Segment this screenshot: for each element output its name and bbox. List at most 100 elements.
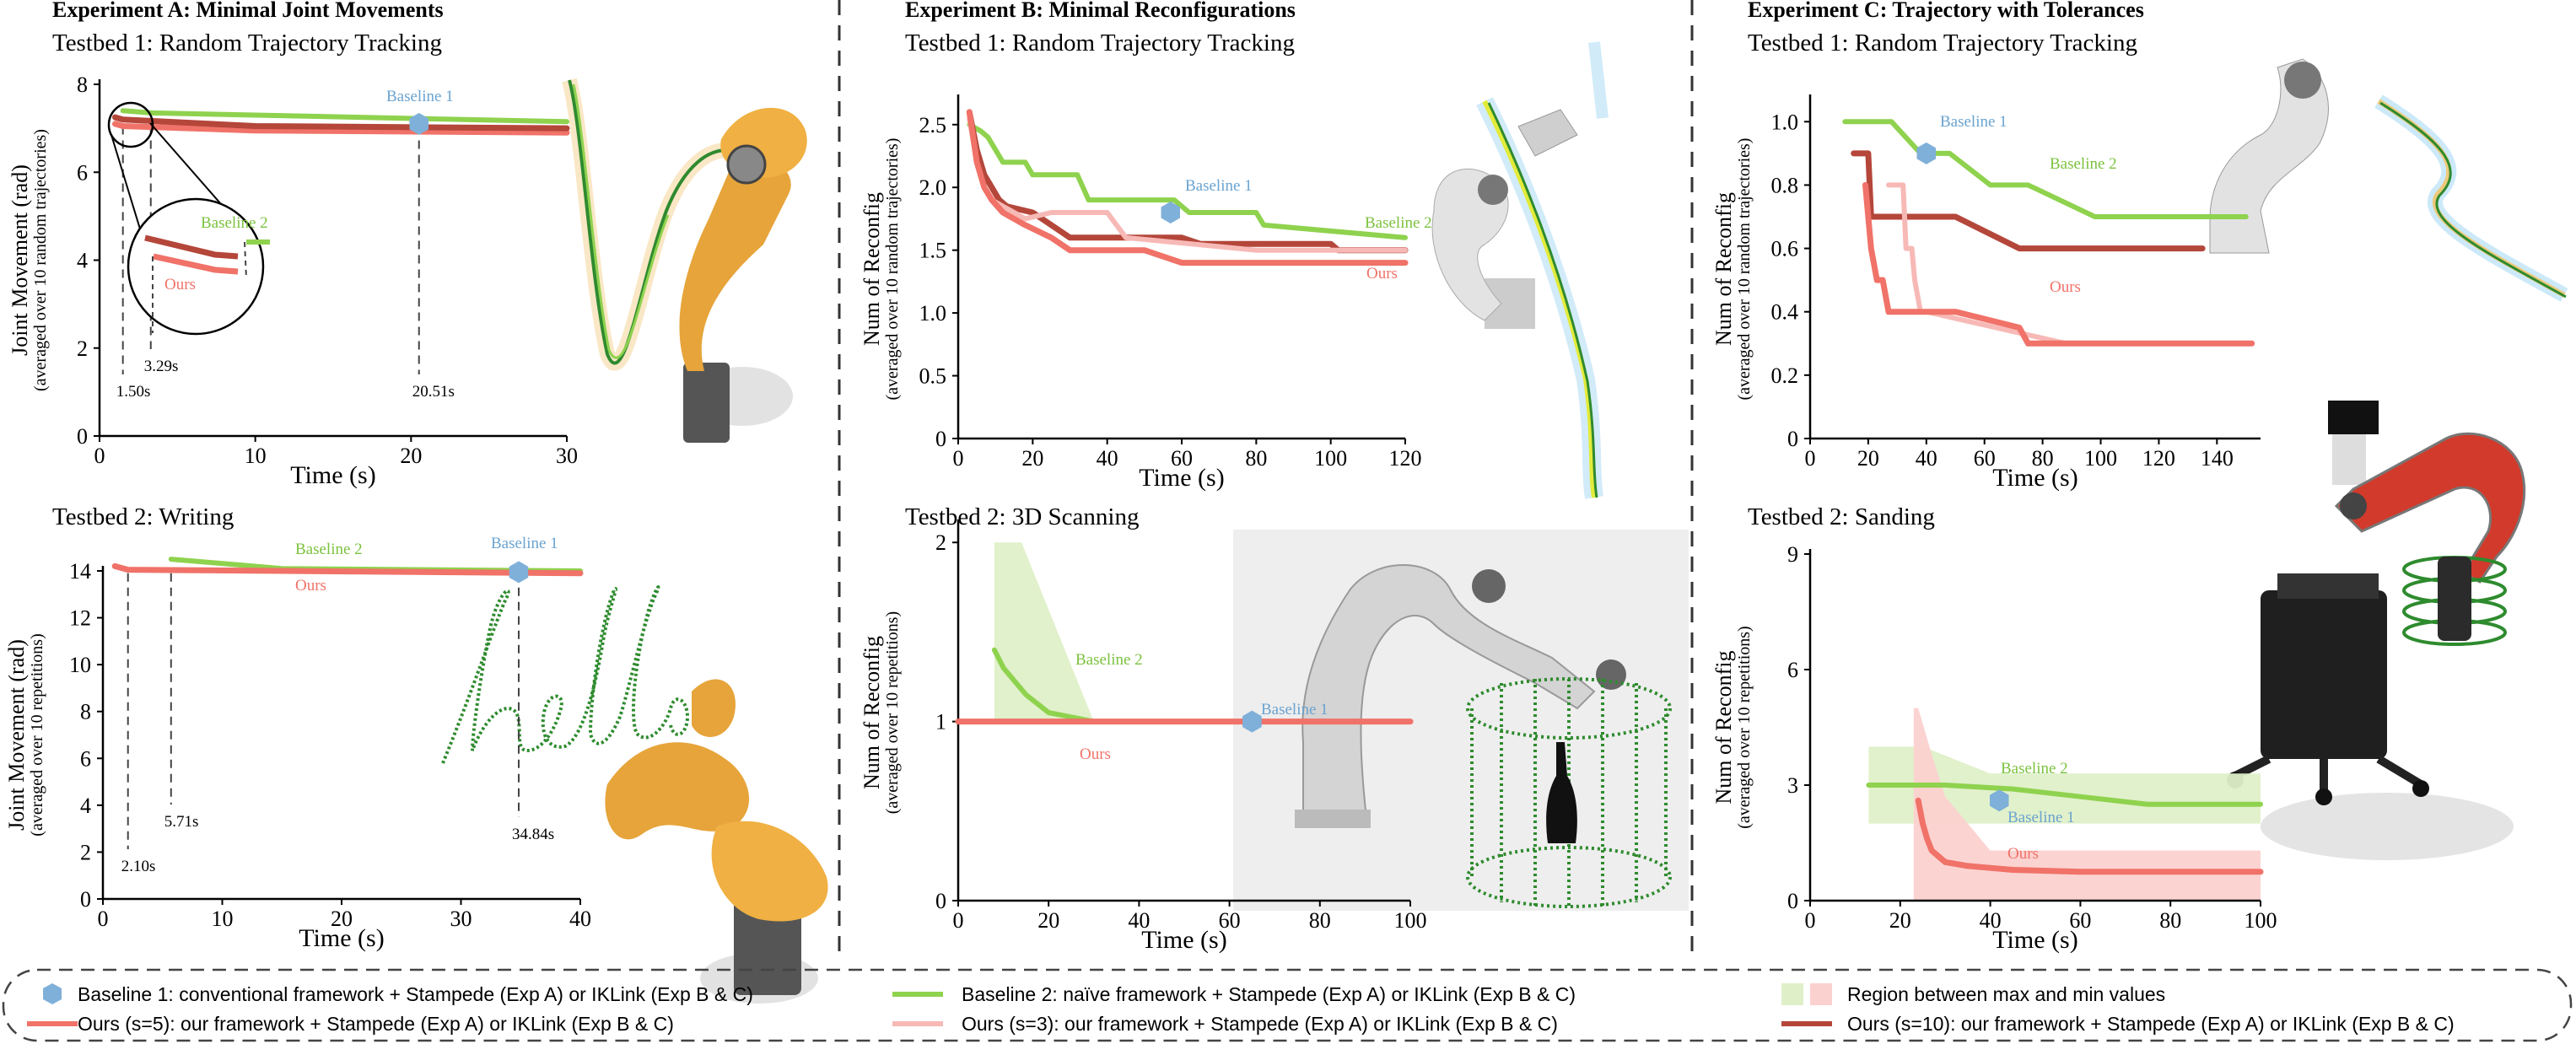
y-tick-label: 8 (77, 73, 88, 97)
series-label-baseline1: Baseline 1 (1940, 113, 2007, 131)
x-tick-label: 100 (1394, 908, 1427, 933)
series-line-baseline2 (991, 647, 1097, 724)
x-tick-label: 140 (2201, 446, 2234, 471)
x-tick-label: 60 (2069, 908, 2091, 933)
series-line-ours5 (112, 121, 570, 136)
legend-item-baseline2: Baseline 2: naïve framework + Stampede (… (892, 983, 1576, 1005)
x-tick-label: 40 (569, 907, 591, 931)
x-tick-label: 120 (2142, 446, 2175, 471)
zoom-label-ours: Ours (164, 276, 196, 293)
x-tick-label: 80 (1245, 446, 1267, 471)
x-tick-label: 30 (450, 907, 472, 931)
y-tick-label: 4 (80, 794, 91, 818)
legend-text-baseline2: Baseline 2: naïve framework + Stampede (… (962, 983, 1576, 1005)
time-marker-label: 5.71s (164, 813, 199, 831)
white-robot-arm-c-icon (2209, 58, 2568, 302)
y-tick-label: 2.0 (919, 175, 947, 200)
series-line-ours5 (1862, 181, 2255, 347)
testbed-title: Testbed 2: 3D Scanning (905, 503, 1139, 530)
y-tick-label: 6 (77, 160, 88, 185)
y-axis-label: Num of Reconfig (860, 192, 884, 346)
series-label-baseline1: Baseline 1 (1185, 177, 1253, 195)
marker-baseline1 (1242, 710, 1262, 733)
x-tick-label: 60 (1974, 446, 1996, 471)
y-tick-label: 0 (935, 427, 946, 451)
marker-baseline1 (409, 112, 428, 135)
white-robot-arm-icon (1431, 41, 1609, 499)
y-tick-label: 3 (1787, 773, 1798, 798)
series-line-baseline2 (1866, 783, 2263, 807)
y-axis-label: Num of Reconfig (1711, 192, 1736, 346)
series-label-baseline2: Baseline 2 (295, 541, 363, 558)
y-tick-label: 0 (80, 887, 91, 912)
x-tick-label: 60 (1171, 446, 1193, 471)
x-tick-label: 0 (1805, 446, 1816, 471)
zoom-connector (149, 122, 234, 218)
zoom-line-ours5 (153, 253, 239, 275)
series-label-ours5: Ours (1080, 745, 1111, 763)
x-tick-label: 20 (1021, 446, 1043, 471)
x-tick-label: 40 (1097, 446, 1118, 471)
x-axis-label: Time (s) (1141, 926, 1226, 954)
x-tick-label: 80 (2032, 446, 2054, 471)
time-marker-label: 3.29s (144, 358, 179, 375)
x-tick-label: 10 (245, 444, 267, 468)
legend-item-ours10: Ours (s=10): our framework + Stampede (E… (1781, 1013, 2455, 1035)
x-tick-label: 20 (1889, 908, 1911, 933)
zoom-connector (110, 134, 143, 235)
series-line-ours10 (1851, 150, 2206, 252)
y-axis-label: Joint Movement (rad) (4, 639, 29, 831)
x-axis-label: Time (s) (299, 924, 384, 952)
series-label-ours5: Ours (295, 577, 326, 595)
y-tick-label: 2 (80, 840, 91, 864)
x-tick-label: 120 (1389, 446, 1422, 471)
marker-baseline1 (509, 561, 529, 584)
series-label-baseline2: Baseline 2 (2001, 760, 2068, 778)
sanding-coil-icon (2402, 556, 2507, 646)
y-tick-label: 2.5 (919, 113, 947, 137)
y-axis-sublabel: (averaged over 10 repetitions) (883, 611, 902, 814)
experiment-c-title: Experiment C: Trajectory with Tolerances (1748, 0, 2144, 22)
y-tick-label: 1.0 (919, 301, 947, 326)
zoom-line-ours10 (144, 234, 239, 260)
legend-item-baseline1: Baseline 1: conventional framework + Sta… (43, 983, 753, 1005)
y-tick-label: 0.6 (1771, 237, 1799, 261)
time-marker-label: 2.10s (121, 858, 156, 875)
series-line-ours5 (111, 562, 584, 577)
x-tick-label: 30 (556, 444, 578, 468)
y-tick-label: 10 (69, 653, 91, 677)
x-tick-label: 40 (1980, 908, 2002, 933)
legend-item-region: Region between max and min values (1781, 983, 2165, 1005)
y-tick-label: 2 (77, 336, 88, 361)
y-tick-label: 4 (77, 249, 88, 273)
y-axis-label: Num of Reconfig (860, 636, 884, 789)
experiment-a-title: Experiment A: Minimal Joint Movements (52, 0, 444, 22)
y-axis-label: Num of Reconfig (1711, 651, 1736, 805)
y-tick-label: 0.2 (1771, 363, 1799, 388)
zoom-label-baseline2: Baseline 2 (201, 214, 268, 232)
y-tick-label: 0.8 (1771, 173, 1799, 197)
testbed-title: Testbed 1: Random Trajectory Tracking (52, 30, 442, 57)
legend-region-pink (1810, 983, 1832, 1005)
time-marker-label: 1.50s (116, 383, 151, 401)
series-label-baseline1: Baseline 1 (491, 535, 558, 552)
x-tick-label: 100 (2084, 446, 2117, 471)
legend-text-ours10: Ours (s=10): our framework + Stampede (E… (1847, 1013, 2455, 1035)
y-axis-sublabel: (averaged over 10 repetitions) (28, 633, 46, 836)
trajectory-curve-icon (562, 78, 741, 371)
orange-robot-arm-writing-icon (605, 679, 828, 1004)
legend-marker-baseline1 (43, 983, 62, 1004)
x-tick-label: 20 (400, 444, 422, 468)
y-tick-label: 6 (80, 746, 91, 771)
series-label-ours5: Ours (2050, 278, 2081, 296)
series-line-ours3 (1886, 182, 2249, 347)
marker-baseline1 (1161, 202, 1180, 223)
series-line-ours5 (966, 109, 1409, 266)
series-label-baseline2: Baseline 2 (1075, 651, 1143, 669)
y-tick-label: 0 (77, 424, 88, 449)
x-tick-label: 40 (1128, 908, 1150, 933)
x-axis-label: Time (s) (1992, 926, 2078, 954)
chart-b2: Testbed 2: 3D Scanning 0 20 40 60 80 100 0 1 2 Tim… (860, 503, 1427, 954)
